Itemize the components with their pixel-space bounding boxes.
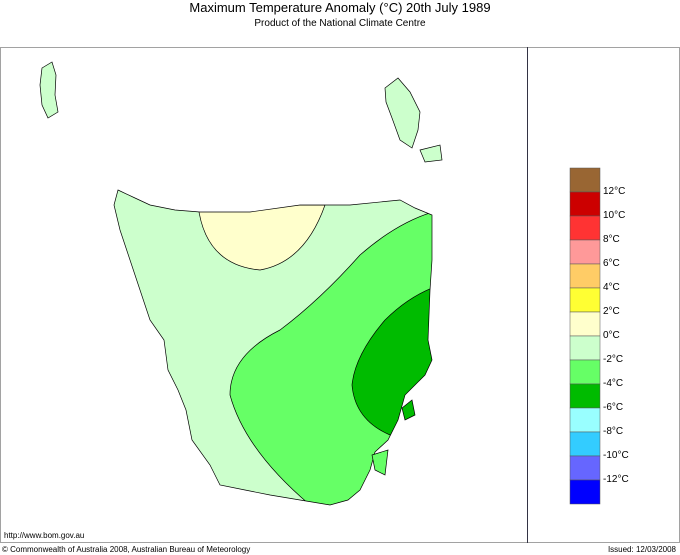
legend-swatch xyxy=(569,407,601,433)
legend-label: 2°C xyxy=(603,306,620,317)
legend-swatch xyxy=(569,383,601,409)
legend-swatch xyxy=(569,431,601,457)
legend-label: -12°C xyxy=(603,474,629,485)
legend-label: -6°C xyxy=(603,402,624,413)
legend-label: 0°C xyxy=(603,330,620,341)
legend-label: 10°C xyxy=(603,210,626,221)
legend-label: -8°C xyxy=(603,426,624,437)
legend-swatch xyxy=(569,215,601,241)
legend-label: 6°C xyxy=(603,258,620,269)
legend-swatch xyxy=(569,167,601,193)
legend-color-bar xyxy=(569,167,601,505)
source-url[interactable]: http://www.bom.gov.au xyxy=(4,531,85,540)
zone-0-to-2 xyxy=(197,204,326,271)
map-title: Maximum Temperature Anomaly (°C) 20th Ju… xyxy=(189,0,491,15)
legend-swatch xyxy=(569,335,601,361)
tasmania-mainland xyxy=(113,189,433,506)
legend-label: -4°C xyxy=(603,378,624,389)
maria-island xyxy=(401,399,416,421)
copyright-text: © Commonwealth of Australia 2008, Austra… xyxy=(2,545,251,554)
legend-swatch xyxy=(569,287,601,313)
legend-swatch xyxy=(569,263,601,289)
legend-label: 8°C xyxy=(603,234,620,245)
legend-swatch xyxy=(569,455,601,481)
legend-swatch xyxy=(569,239,601,265)
map-subtitle: Product of the National Climate Centre xyxy=(254,18,426,29)
king-island xyxy=(39,61,59,119)
legend-label: 4°C xyxy=(603,282,620,293)
legend-swatch xyxy=(569,359,601,385)
flinders-island xyxy=(384,77,421,149)
legend-label: 12°C xyxy=(603,186,626,197)
cape-barren-island xyxy=(419,144,443,163)
legend-label: -10°C xyxy=(603,450,629,461)
bruny-island xyxy=(371,449,389,476)
issued-date: Issued: 12/03/2008 xyxy=(607,545,676,554)
legend-label: -2°C xyxy=(603,354,624,365)
legend-swatch xyxy=(569,191,601,217)
legend-swatch xyxy=(569,311,601,337)
legend-swatch xyxy=(569,479,601,505)
